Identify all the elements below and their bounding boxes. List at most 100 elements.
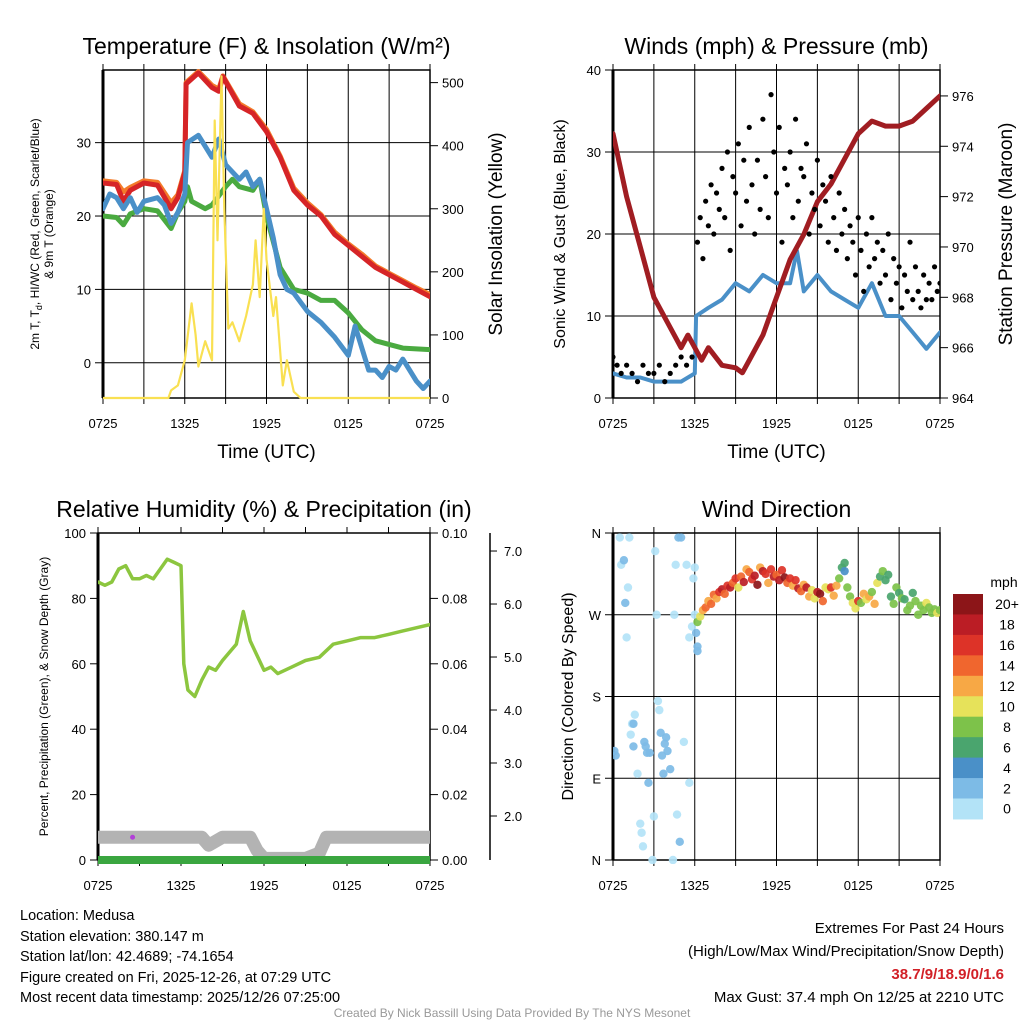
gust-point bbox=[689, 354, 695, 360]
gust-point bbox=[673, 362, 679, 368]
y-tick-label-left: 40 bbox=[72, 722, 86, 737]
y-tick-label-right: 300 bbox=[442, 202, 464, 217]
colorbar-swatch bbox=[953, 716, 983, 738]
gust-point bbox=[896, 264, 902, 270]
series-group bbox=[98, 557, 430, 864]
gust-point bbox=[697, 215, 703, 221]
colorbar-label: 16 bbox=[999, 637, 1015, 653]
y-tick-label-right: 964 bbox=[952, 391, 974, 406]
wind-direction-point bbox=[615, 533, 625, 542]
colorbar-label: 4 bbox=[1003, 760, 1011, 776]
gust-point bbox=[931, 264, 938, 270]
gust-point bbox=[912, 264, 919, 270]
credit-text: Created By Nick Bassill Using Data Provi… bbox=[333, 1006, 691, 1020]
wind-direction-point bbox=[818, 596, 828, 606]
wind-direction-point bbox=[641, 742, 650, 751]
gust-point bbox=[746, 124, 752, 130]
gust-point bbox=[730, 174, 736, 180]
y-tick-label-third: 6.0 bbox=[504, 597, 522, 612]
wind-direction-point bbox=[645, 748, 654, 758]
gust-point bbox=[850, 239, 856, 245]
wind-direction-point bbox=[619, 556, 629, 565]
y-label-part: 2m T, T bbox=[28, 309, 42, 349]
gust-point bbox=[719, 165, 725, 171]
y-axis-label-right: Station Pressure (Maroon) bbox=[996, 123, 1017, 346]
gust-point bbox=[614, 362, 620, 368]
gust-point bbox=[904, 288, 910, 294]
colorbar-title: mph bbox=[990, 574, 1017, 590]
wind-direction-point bbox=[685, 633, 694, 642]
wind-direction-point bbox=[886, 592, 896, 601]
wind-direction-point bbox=[777, 566, 787, 575]
y-tick-label-left: S bbox=[592, 690, 601, 705]
2m-td-line bbox=[103, 176, 430, 353]
x-tick-label: 0725 bbox=[89, 416, 118, 431]
wind-direction-point bbox=[668, 855, 678, 864]
colorbar-swatch bbox=[953, 634, 983, 656]
gust-point bbox=[899, 305, 905, 311]
gust-point bbox=[795, 198, 801, 204]
chart-title: Relative Humidity (%) & Precipitation (i… bbox=[56, 496, 471, 522]
x-tick-label: 0725 bbox=[416, 878, 445, 893]
hi-wc-line bbox=[103, 132, 430, 391]
gust-point bbox=[629, 370, 635, 376]
wind-direction-point bbox=[655, 705, 664, 715]
gust-point bbox=[716, 206, 722, 212]
gust-point bbox=[741, 157, 747, 163]
wind-direction-point bbox=[679, 737, 689, 747]
wind-direction-point bbox=[690, 563, 699, 572]
wind-direction-point bbox=[889, 599, 898, 609]
series-group bbox=[613, 92, 940, 385]
wind-direction-point bbox=[638, 842, 648, 851]
wind-direction-point bbox=[622, 633, 631, 642]
gust-point bbox=[861, 288, 867, 294]
gust-point bbox=[790, 215, 796, 221]
y-tick-label-left: 60 bbox=[72, 657, 86, 672]
wind-direction-point bbox=[637, 828, 646, 837]
gust-point bbox=[703, 198, 709, 204]
2m-t-line bbox=[103, 70, 430, 300]
wind-direction-point bbox=[900, 595, 909, 604]
wind-direction-point bbox=[691, 628, 701, 638]
series-group bbox=[613, 533, 940, 864]
gust-point bbox=[656, 362, 662, 368]
gust-point bbox=[640, 362, 646, 368]
wind-direction-point bbox=[693, 646, 702, 656]
gust-point bbox=[760, 116, 766, 122]
colorbar-label: 6 bbox=[1003, 739, 1011, 755]
gust-point bbox=[923, 297, 929, 303]
x-tick-label: 0125 bbox=[844, 878, 873, 893]
wind-direction-point bbox=[829, 591, 838, 600]
wind-direction-point bbox=[685, 778, 694, 787]
gust-point bbox=[634, 379, 641, 385]
x-axis-label: Time (UTC) bbox=[727, 442, 826, 463]
y-tick-label-left: 10 bbox=[77, 282, 91, 297]
gust-point bbox=[910, 297, 916, 303]
wind-direction-point bbox=[644, 778, 653, 787]
wind-direction-point bbox=[649, 812, 659, 821]
wind-direction-point bbox=[706, 599, 716, 609]
wind-direction-point bbox=[670, 610, 679, 619]
y-label-part: , HI/WC (Red, Green, Scarlet/Blue) bbox=[28, 118, 42, 305]
y-tick-label-left: 20 bbox=[72, 788, 86, 803]
y-tick-label-third: 7.0 bbox=[504, 544, 522, 559]
y-tick-label-left: N bbox=[592, 853, 601, 868]
gust-point bbox=[798, 165, 804, 171]
wind-direction-point bbox=[623, 583, 633, 592]
x-tick-label: 0725 bbox=[599, 416, 628, 431]
wind-direction-point bbox=[766, 565, 776, 574]
gust-point bbox=[683, 362, 690, 368]
x-tick-label: 0125 bbox=[844, 416, 873, 431]
x-tick-label: 0125 bbox=[333, 878, 362, 893]
wind-direction-point bbox=[734, 583, 743, 592]
wind-direction-point bbox=[840, 558, 849, 568]
y-tick-label-left: 0 bbox=[594, 391, 601, 406]
gust-point bbox=[863, 231, 870, 237]
x-tick-label: 0725 bbox=[926, 878, 955, 893]
colorbar-swatch bbox=[953, 655, 983, 677]
wind-direction-point bbox=[753, 580, 762, 589]
gust-point bbox=[926, 280, 932, 286]
extremes-info: Extremes For Past 24 Hours (High/Low/Max… bbox=[688, 917, 1004, 1009]
gust-point bbox=[776, 124, 782, 130]
gust-point bbox=[624, 362, 630, 368]
